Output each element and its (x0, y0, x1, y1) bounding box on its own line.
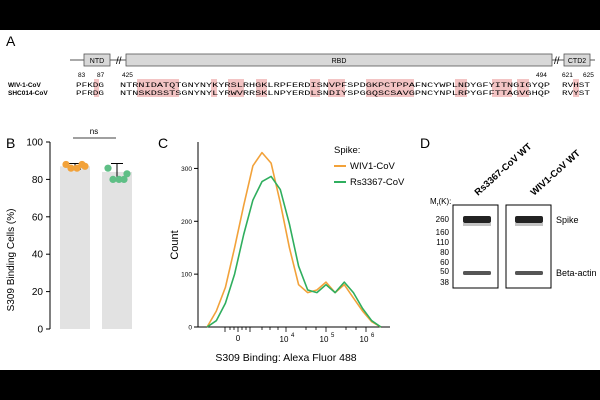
bar (60, 166, 90, 329)
data-point (62, 160, 70, 169)
panel-c-y-ticks: 0 100 200 300 (181, 166, 198, 332)
marker-80: 80 (440, 248, 449, 257)
legend-label-wiv1: WIV1-CoV (350, 161, 396, 172)
pos-621: 621 (562, 72, 573, 79)
band-actin-wiv1 (515, 271, 543, 275)
pos-87: 87 (97, 72, 105, 79)
histogram-wiv1 (206, 151, 382, 328)
panel-c-ylabel: Count (169, 230, 181, 259)
panel-c-xlabel: S309 Binding: Alexa Fluor 488 (215, 352, 356, 364)
marker-160: 160 (436, 228, 450, 237)
seq-shc014-seg3: RVYST (562, 90, 590, 97)
domain-rbd-label: RBD (332, 58, 347, 65)
panel-b-points (62, 160, 131, 183)
blot-lane-wiv1 (505, 204, 552, 289)
marker-38: 38 (440, 278, 449, 287)
x-tick-1e4-exp: 4 (291, 333, 295, 339)
panel-a: A NTD // RBD // CTD2 83 87 425 494 621 6… (6, 33, 595, 97)
panel-c-histograms (206, 151, 382, 328)
seq-shc014-seg1: PFRDG (76, 90, 104, 97)
y-tick-label: 300 (181, 166, 192, 173)
panel-a-label: A (6, 33, 16, 49)
x-tick-1e5-exp: 5 (331, 333, 335, 339)
panel-d: D Rs3367-CoV WT WIV1-CoV WT Mr(K): 260 1… (420, 135, 597, 289)
bar (102, 171, 132, 329)
band-label-spike: Spike (556, 215, 579, 225)
panel-c: C Count 0 100 200 300 0 10 4 10 (158, 135, 405, 364)
y-tick-label: 40 (32, 250, 44, 261)
band-actin-rs3367 (463, 271, 491, 275)
marker-110: 110 (436, 238, 449, 247)
y-tick-label: 100 (181, 272, 192, 279)
pos-625: 625 (583, 72, 594, 79)
seq-wiv1-seg3: RVHST (562, 82, 590, 89)
marker-50: 50 (440, 267, 449, 276)
x-tick-1e5: 10 (320, 335, 329, 344)
mr-label: Mr(K): (430, 197, 451, 208)
seq-name-wiv1: WIV-1-CoV (8, 82, 42, 89)
band-spike-wiv1 (515, 216, 543, 223)
y-tick-label: 0 (37, 325, 43, 336)
panel-c-legend: Spike: WIV1-CoV Rs3367-CoV (334, 145, 405, 188)
y-tick-label: 80 (32, 175, 44, 186)
domain-ctd2-label: CTD2 (568, 58, 586, 65)
x-tick-0: 0 (236, 334, 241, 343)
band-label-actin: Beta-actin (556, 268, 597, 278)
legend-label-rs3367: Rs3367-CoV (350, 177, 405, 188)
seq-wiv1-seg1: PFKDG (76, 82, 104, 89)
data-point (109, 175, 117, 183)
pos-494: 494 (536, 72, 547, 79)
domain-ntd-label: NTD (90, 58, 104, 65)
data-point (123, 170, 131, 178)
marker-60: 60 (440, 258, 449, 267)
panel-b-ylabel: S309 Binding Cells (%) (6, 209, 17, 312)
seq-wiv1-seg2: NTRNIDATQTGNYNYKYRSLRHGKLRPFERDISNVPFSPD… (120, 82, 550, 89)
sig-label: ns (90, 127, 98, 136)
figure-panel: A NTD // RBD // CTD2 83 87 425 494 621 6… (0, 30, 600, 370)
y-tick-label: 60 (32, 212, 44, 223)
lane-label-wiv1: WIV1-CoV WT (529, 148, 583, 198)
x-tick-1e4: 10 (280, 335, 289, 344)
break-mark-1: // (116, 56, 122, 67)
panel-c-x-ticks (224, 327, 367, 332)
data-point (104, 164, 112, 172)
domain-ntd (83, 53, 111, 67)
y-tick-label: 20 (32, 287, 44, 298)
x-tick-1e6-exp: 6 (371, 333, 375, 339)
pos-425: 425 (122, 72, 133, 79)
panel-c-label: C (158, 135, 168, 151)
marker-260: 260 (436, 215, 450, 224)
domain-rbd (125, 53, 553, 67)
data-point (115, 175, 123, 183)
mw-markers: 260 160 110 80 60 50 38 (436, 215, 450, 287)
blot-lane-rs3367 (452, 204, 499, 289)
lane-label-rs3367: Rs3367-CoV WT (473, 141, 535, 198)
histogram-rs3367 (206, 175, 382, 328)
data-point (73, 164, 81, 172)
panel-b-bars (60, 166, 132, 329)
seq-shc014-seg2: NTNSKDSSTSGNYNYLYRWVRRSKLNPYERDLSNDIYSPG… (120, 90, 550, 97)
seq-name-shc014: SHC014-CoV (8, 90, 48, 97)
y-tick-label: 100 (26, 138, 43, 149)
panel-b: B S309 Binding Cells (%) 0 20 40 60 80 100 ns (6, 127, 132, 336)
data-point (67, 164, 75, 172)
legend-title: Spike: (334, 145, 360, 156)
band-spike-rs3367 (463, 216, 491, 223)
panel-d-label: D (420, 135, 430, 151)
pos-83: 83 (78, 72, 86, 79)
y-tick-label: 0 (188, 325, 192, 332)
data-point (81, 162, 89, 170)
y-tick-label: 200 (181, 219, 192, 226)
panel-b-label: B (6, 135, 15, 151)
break-mark-2: // (554, 56, 560, 67)
x-tick-1e6: 10 (360, 335, 369, 344)
data-point (120, 175, 128, 183)
variable-residue-highlights (94, 79, 579, 97)
domain-ctd2 (563, 53, 591, 67)
panel-b-y-ticks: 0 20 40 60 80 100 (26, 138, 50, 336)
